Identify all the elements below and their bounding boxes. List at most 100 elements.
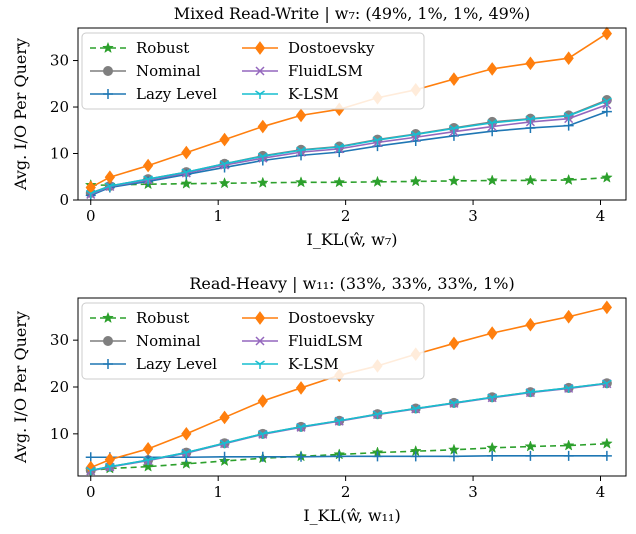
data-point — [334, 143, 345, 153]
series-line — [90, 176, 607, 186]
data-point — [181, 427, 192, 441]
legend-marker — [103, 89, 113, 99]
legend-label: Robust — [136, 309, 189, 327]
data-point — [219, 160, 230, 169]
data-point — [487, 62, 498, 76]
chart-read-heavy: Read-Heavy | w₁₁: (33%, 33%, 33%, 1%) 0 1 2… — [11, 274, 627, 525]
data-point — [525, 122, 536, 133]
legend-label: K-LSM — [288, 85, 339, 103]
data-point — [525, 450, 536, 461]
data-point — [487, 393, 498, 403]
data-point — [525, 115, 536, 125]
legend-label: Dostoevsky — [288, 39, 375, 57]
data-point — [333, 176, 346, 188]
x-tick-label: 0 — [86, 483, 96, 501]
y-tick-label: 0 — [59, 191, 69, 209]
data-point — [219, 132, 230, 147]
x-axis-label: I_KL(ŵ, w₇) — [307, 230, 398, 249]
data-point — [449, 124, 459, 134]
data-point — [257, 451, 268, 462]
data-point — [256, 176, 269, 188]
legend-entry: Dostoevsky — [242, 309, 375, 327]
legend-marker — [255, 360, 265, 369]
y-tick-label: 10 — [50, 425, 69, 443]
data-point — [563, 384, 574, 393]
data-point — [410, 451, 421, 462]
legend-label: Robust — [136, 39, 189, 57]
data-point — [524, 174, 537, 186]
data-point — [487, 126, 498, 137]
data-point — [181, 168, 192, 178]
data-point — [180, 457, 193, 469]
y-tick-label: 30 — [50, 331, 69, 349]
legend-marker — [103, 359, 113, 369]
data-point — [563, 112, 574, 121]
data-point — [563, 51, 574, 66]
x-tick-label: 0 — [86, 207, 96, 225]
legend-label: Lazy Level — [136, 355, 217, 373]
data-point — [562, 439, 575, 451]
series-k-lsm — [85, 97, 612, 199]
data-point — [219, 439, 230, 449]
legend-label: K-LSM — [288, 355, 339, 373]
data-point — [448, 72, 460, 86]
legend-entry: K-LSM — [242, 355, 339, 373]
data-point — [180, 177, 193, 189]
data-point — [601, 106, 612, 117]
data-point — [143, 175, 154, 185]
y-tick-label: 10 — [50, 145, 69, 163]
data-point — [448, 174, 460, 186]
legend: Robust Nominal Lazy Level Dostoevsky FluidLS… — [81, 302, 425, 380]
data-point — [295, 381, 307, 395]
legend-label: Dostoevsky — [288, 309, 375, 327]
x-tick-label: 4 — [596, 483, 606, 501]
data-point — [104, 463, 115, 472]
data-point — [601, 26, 613, 41]
x-tick-label: 2 — [341, 207, 351, 225]
data-point — [181, 448, 192, 458]
data-point — [334, 451, 345, 462]
legend-label: FluidLSM — [288, 332, 363, 350]
x-tick-label: 2 — [341, 483, 351, 501]
data-point — [449, 399, 459, 408]
data-point — [85, 189, 96, 199]
legend-marker — [255, 66, 265, 76]
legend-entry: Lazy Level — [90, 355, 217, 373]
data-point — [219, 410, 230, 425]
data-point — [524, 440, 537, 452]
x-tick-label: 1 — [213, 207, 223, 225]
data-point — [486, 441, 499, 453]
data-point — [448, 451, 459, 462]
data-point — [295, 176, 307, 188]
y-tick-label: 20 — [50, 378, 69, 396]
data-point — [601, 379, 612, 389]
data-point — [257, 394, 268, 408]
legend-marker — [254, 41, 266, 55]
data-point — [600, 171, 613, 183]
chart-mixed-read-write: Mixed Read-Write | w₇: (49%, 1%, 1%, 49%… — [11, 4, 627, 249]
data-point — [525, 388, 536, 398]
data-point — [296, 423, 306, 432]
y-axis-label: Avg. I/O Per Query — [11, 38, 30, 191]
chart-title: Mixed Read-Write | w₇: (49%, 1%, 1%, 49%… — [174, 4, 531, 23]
data-point — [142, 441, 154, 456]
data-point — [372, 410, 383, 420]
data-point — [409, 175, 422, 187]
data-point — [486, 174, 499, 186]
data-point — [296, 451, 307, 462]
data-point — [257, 119, 268, 134]
data-point — [525, 56, 536, 71]
legend-marker — [254, 311, 266, 325]
data-point — [448, 336, 460, 351]
data-point — [85, 466, 96, 476]
data-point — [142, 158, 154, 173]
legend-marker — [102, 41, 114, 54]
legend-marker — [103, 66, 113, 76]
data-point — [104, 170, 115, 185]
x-axis-label: I_KL(ŵ, w₁₁) — [303, 506, 400, 525]
data-point — [410, 130, 421, 140]
legend-entry: Robust — [90, 309, 189, 327]
y-axis-label: Avg. I/O Per Query — [11, 311, 30, 464]
data-point — [601, 450, 612, 461]
data-point — [334, 417, 345, 426]
